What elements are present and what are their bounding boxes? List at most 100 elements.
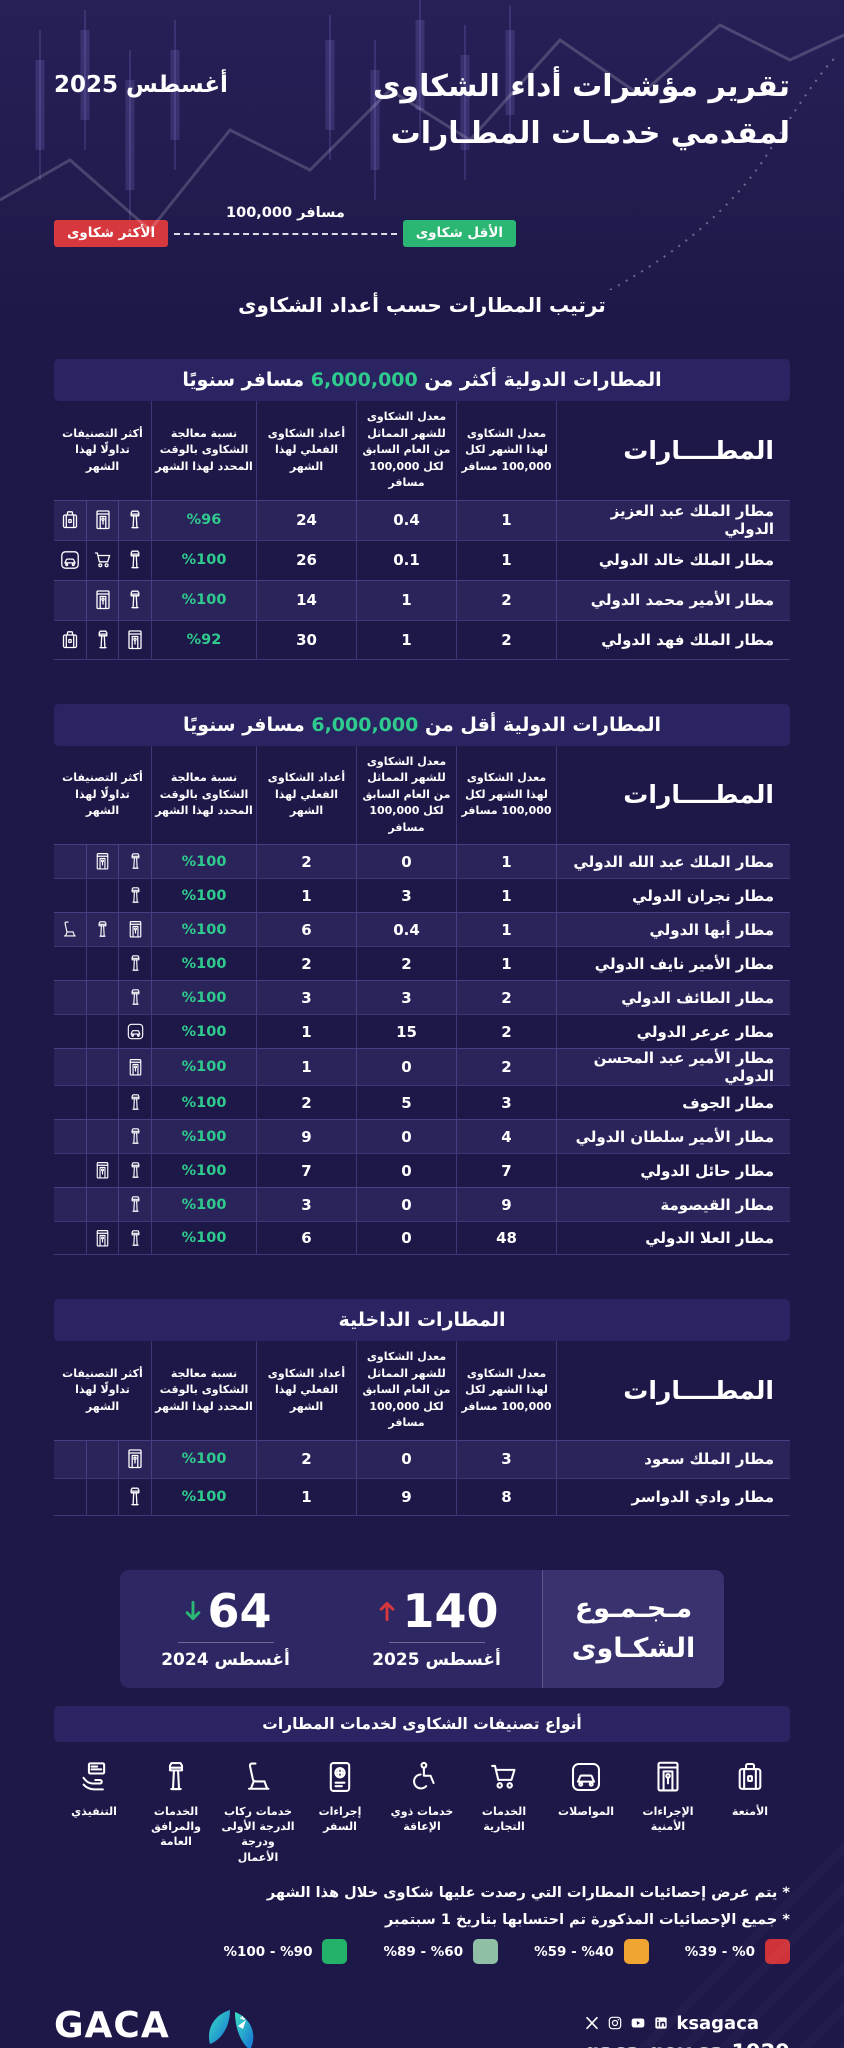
public-services-icon: [131, 853, 140, 869]
top-categories-cell: [54, 1015, 152, 1048]
prev-year-rate-cell: 1: [357, 620, 457, 659]
legend-item: %100 - %90: [223, 1939, 348, 1965]
table-title: المطارات الدولية أقل من 6,000,000 مسافر …: [54, 703, 790, 746]
handled-pct-cell: %100: [152, 1478, 257, 1515]
instagram-icon: [609, 2016, 622, 2030]
table-header-row: المطــــارات معدل الشكاوى لهذا الشهر لكل …: [54, 401, 790, 500]
prev-year-rate-cell: 3: [357, 879, 457, 912]
rate-cell: 1: [457, 540, 557, 580]
prev-year-rate-cell: 0.1: [357, 540, 457, 580]
actual-count-cell: 30: [257, 620, 357, 659]
prev-year-rate-cell: 9: [357, 1478, 457, 1515]
legend-range: %89 - %60: [383, 1943, 464, 1960]
table-row: مطار الجوف 3 5 2 %100: [54, 1085, 790, 1119]
x-icon: [586, 2016, 599, 2030]
category-slot: [87, 1015, 120, 1048]
prev-year-rate-cell: 5: [357, 1086, 457, 1119]
airport-name-cell: مطار أبها الدولي: [649, 920, 775, 939]
airport-name-cell: مطار الأمير عبد المحسن الدولي: [593, 1049, 774, 1085]
public-services-icon: [168, 1761, 184, 1790]
report-date: أغسطس 2025: [54, 72, 228, 98]
category-slot: [54, 1049, 87, 1085]
prev-year-rate-cell: 0: [357, 1222, 457, 1254]
category-slot: [54, 1154, 87, 1187]
public-services-icon: [131, 1128, 140, 1144]
table-row: مطار الأمير سلطان الدولي 4 0 9 %100: [54, 1119, 790, 1153]
table-title-part: مسافر سنويًا: [182, 369, 311, 391]
business-class-icon: [247, 1762, 270, 1790]
category-item: المواصلات: [548, 1758, 624, 1866]
least-complaints-badge: الأقل شكاوى: [402, 220, 516, 247]
rate-cell: 2: [457, 580, 557, 620]
category-slot: [119, 845, 151, 878]
page-title-line1: تقرير مؤشرات أداء الشكاوى: [373, 69, 790, 104]
category-slot: [87, 981, 120, 1014]
top-categories-cell: [54, 540, 152, 580]
top-categories-cell: [54, 1049, 152, 1085]
public-services-icon: [131, 1162, 140, 1178]
legend-range: %100 - %90: [223, 1943, 313, 1960]
luggage-icon: [62, 630, 77, 648]
category-label: المواصلات: [558, 1804, 614, 1818]
actual-count-cell: 14: [257, 580, 357, 620]
actual-count-cell: 1: [257, 1015, 357, 1048]
footnote: * يتم عرض إحصائيات المطارات التي رصدت عل…: [266, 1885, 790, 1902]
handled-pct-cell: %100: [152, 981, 257, 1014]
category-slot: [87, 1440, 120, 1478]
public-services-icon: [131, 955, 140, 971]
handled-pct-cell: %100: [152, 1120, 257, 1153]
current-total-value: 140: [402, 1583, 499, 1638]
column-header-handled_pct: نسبة معالجة الشكاوى بالوقت المحدد لهذا ا…: [152, 745, 257, 844]
public-services-icon: [131, 887, 140, 903]
executive-icon: [82, 1761, 106, 1790]
top-categories-cell: [54, 1188, 152, 1221]
category-slot: [54, 540, 87, 580]
category-slot: [54, 1086, 87, 1119]
rate-cell: 1: [457, 845, 557, 878]
actual-count-cell: 1: [257, 1478, 357, 1515]
category-label: خدمات ذوي الإعاقة: [390, 1804, 454, 1833]
category-slot: [54, 981, 87, 1014]
handled-pct-cell: %100: [152, 913, 257, 946]
public-services-icon: [130, 590, 140, 609]
summary-label-line1: مـجـمـوع: [574, 1593, 693, 1625]
category-slot: [119, 1049, 151, 1085]
rate-cell: 1: [457, 879, 557, 912]
transport-icon: [571, 1762, 601, 1791]
security-icon: [128, 629, 142, 649]
public-services-icon: [131, 1229, 140, 1246]
handled-pct-cell: %100: [152, 845, 257, 878]
category-item: الأمتعة: [712, 1758, 788, 1866]
handled-pct-cell: %100: [152, 1086, 257, 1119]
gaca-swirl-icon: [208, 2010, 254, 2048]
airport-name-cell: مطار القيصومة: [660, 1195, 774, 1214]
public-services-icon: [98, 630, 107, 648]
security-icon: [96, 1162, 109, 1179]
category-label: إجراءات السفر: [318, 1804, 362, 1833]
transport-icon: [60, 551, 79, 569]
category-slot: [119, 913, 151, 946]
airport-name-cell: مطار الملك عبد الله الدولي: [573, 852, 774, 871]
rate-cell: 1: [457, 947, 557, 980]
category-slot: [119, 1086, 151, 1119]
category-slot: [87, 947, 120, 980]
prev-year-rate-cell: 0: [357, 1120, 457, 1153]
actual-count-cell: 2: [257, 947, 357, 980]
category-item: الإجراءات الأمنية: [630, 1758, 706, 1866]
handled-pct-cell: %100: [152, 580, 257, 620]
category-label: الإجراءات الأمنية: [642, 1804, 694, 1833]
handled-pct-cell: %100: [152, 947, 257, 980]
category-slot: [119, 1188, 151, 1221]
top-categories-cell: [54, 879, 152, 912]
legend-range: %39 - %0: [684, 1943, 755, 1960]
category-label: الخدمات التجارية: [481, 1804, 527, 1833]
airport-name-cell: مطار الجوف: [682, 1093, 774, 1112]
legend-swatch: [623, 1939, 649, 1965]
column-header-actual_count: أعداد الشكاوى الفعلي لهذا الشهر: [257, 745, 357, 844]
category-slot: [54, 1188, 87, 1221]
passenger-threshold-label: 100,000 مسافر: [226, 205, 345, 221]
category-slot: [87, 1478, 120, 1515]
handled-pct-cell: %100: [152, 1154, 257, 1187]
actual-count-cell: 3: [257, 1188, 357, 1221]
